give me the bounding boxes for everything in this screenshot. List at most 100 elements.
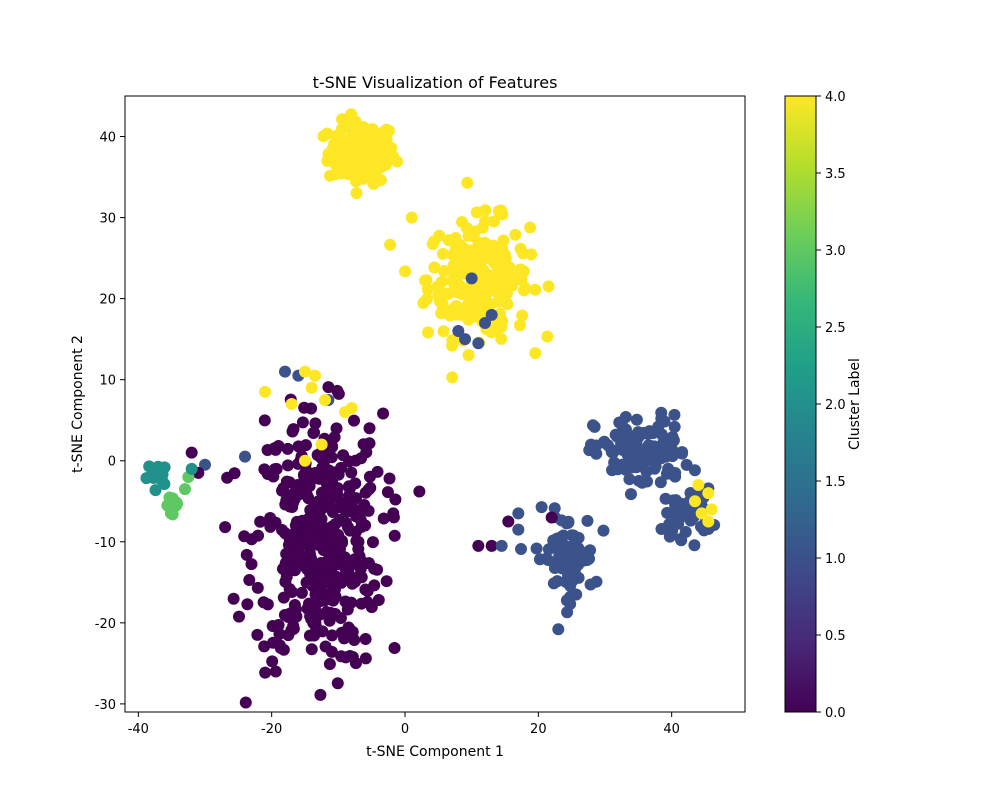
scatter-point (351, 163, 364, 176)
scatter-point (336, 113, 349, 126)
scatter-point (581, 514, 594, 527)
scatter-point (302, 492, 315, 505)
scatter-point (326, 629, 339, 642)
scatter-point (453, 264, 466, 277)
scatter-point (345, 140, 358, 153)
scatter-point (309, 417, 322, 430)
scatter-point (185, 462, 198, 475)
scatter-point (436, 247, 449, 260)
scatter-point (659, 492, 672, 505)
scatter-point (305, 381, 318, 394)
scatter-point (245, 558, 258, 571)
scatter-point (330, 129, 343, 142)
scatter-point (702, 515, 715, 528)
scatter-point (583, 552, 596, 565)
colorbar-tick-label: 0.5 (825, 629, 846, 644)
scatter-point (266, 655, 279, 668)
scatter-point (388, 642, 401, 655)
scatter-point (297, 468, 310, 481)
y-tick-label: 10 (99, 374, 116, 389)
scatter-point (465, 272, 478, 285)
scatter-point (381, 486, 394, 499)
scatter-point (325, 552, 338, 565)
scatter-point (428, 235, 441, 248)
y-tick-label: 20 (99, 293, 116, 308)
scatter-point (655, 523, 668, 536)
scatter-point (286, 425, 299, 438)
scatter-point (359, 143, 372, 156)
scatter-point (371, 563, 384, 576)
scatter-point (366, 536, 379, 549)
scatter-point (462, 349, 475, 362)
scatter-point (524, 221, 537, 234)
scatter-point (228, 467, 241, 480)
colorbar-tick-label: 3.5 (825, 167, 846, 182)
scatter-point (630, 413, 643, 426)
scatter-point (259, 385, 271, 398)
scatter-point (338, 151, 351, 164)
scatter-point (488, 215, 501, 228)
scatter-point (384, 238, 397, 251)
scatter-point (383, 472, 396, 485)
scatter-point (389, 493, 402, 506)
scatter-point (301, 537, 314, 550)
scatter-point (668, 420, 681, 433)
scatter-point (545, 511, 558, 524)
scatter-point (315, 438, 328, 451)
scatter-point (199, 458, 211, 471)
scatter-point (326, 440, 339, 453)
scatter-point (330, 422, 343, 435)
scatter-point (331, 677, 344, 690)
scatter-point (299, 454, 311, 467)
scatter-point (318, 594, 331, 607)
scatter-point (305, 553, 318, 566)
scatter-point (319, 487, 332, 500)
scatter-point (535, 501, 548, 514)
scatter-point (542, 553, 555, 566)
scatter-point (259, 666, 272, 679)
scatter-point (285, 398, 298, 410)
scatter-point (512, 507, 525, 520)
scatter-point (479, 204, 492, 217)
scatter-point (387, 511, 400, 524)
scatter-point (437, 325, 450, 338)
scatter-point (456, 216, 469, 229)
scatter-point (324, 606, 337, 619)
scatter-point (702, 487, 715, 500)
scatter-point (555, 514, 568, 527)
scatter-point (258, 640, 271, 653)
scatter-point (363, 422, 376, 435)
scatter-point (564, 554, 577, 567)
scatter-point (437, 265, 450, 278)
scatter-point (548, 562, 561, 575)
scatter-point (529, 283, 542, 296)
scatter-point (276, 524, 289, 537)
scatter-point (149, 484, 162, 497)
scatter-point (548, 502, 561, 515)
scatter-point (368, 579, 381, 592)
scatter-point (491, 260, 504, 273)
scatter-point (267, 470, 280, 483)
scatter-point (325, 531, 338, 544)
scatter-point (658, 450, 671, 463)
scatter-point (314, 688, 327, 701)
x-tick-label: 20 (530, 722, 547, 737)
scatter-point (479, 215, 492, 228)
scatter-point (637, 426, 650, 439)
scatter-point (307, 472, 320, 485)
scatter-point (306, 580, 319, 592)
scatter-point (359, 633, 372, 646)
scatter-point (380, 123, 393, 136)
x-tick-label: -40 (128, 722, 149, 737)
scatter-point (359, 652, 372, 665)
scatter-point (676, 447, 689, 460)
scatter-point (495, 539, 508, 552)
scatter-point (317, 130, 330, 143)
scatter-point (572, 542, 585, 555)
scatter-point (273, 639, 286, 652)
scatter-point (586, 419, 599, 432)
scatter-point (624, 488, 637, 501)
scatter-point (455, 251, 468, 264)
scatter-point (472, 236, 485, 249)
